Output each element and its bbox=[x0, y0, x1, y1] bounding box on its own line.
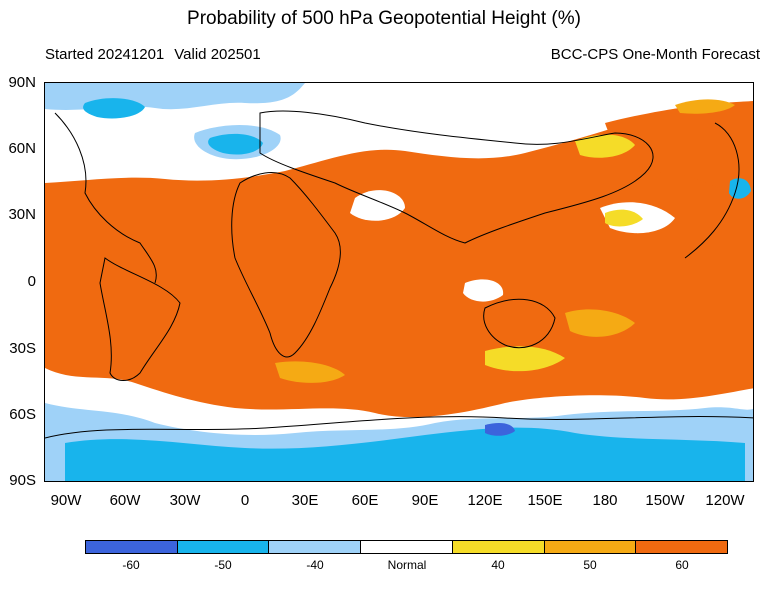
legend-label: -60 bbox=[122, 558, 140, 572]
region-amber-south-pacific bbox=[565, 309, 635, 337]
region-dark-blue-antarctic bbox=[485, 423, 515, 436]
legend-label: 40 bbox=[491, 558, 505, 572]
lat-tick-label: 60S bbox=[9, 406, 36, 423]
lon-tick-label: 90E bbox=[411, 492, 439, 509]
lat-tick-label: 90N bbox=[8, 74, 36, 91]
legend-swatch bbox=[636, 541, 728, 553]
region-blue-arctic bbox=[83, 98, 145, 119]
lat-tick-label: 90S bbox=[9, 472, 36, 489]
lon-tick-label: 60W bbox=[109, 492, 141, 509]
region-amber-north bbox=[675, 99, 735, 114]
probability-map bbox=[44, 82, 754, 482]
coastlines bbox=[45, 110, 753, 439]
legend-swatch bbox=[544, 541, 637, 553]
region-blue-south bbox=[65, 427, 745, 481]
region-blue-atlantic bbox=[208, 133, 263, 155]
lon-tick-label: 0 bbox=[240, 492, 250, 509]
started-date: Started 20241201 bbox=[45, 46, 165, 63]
lon-tick-label: 150W bbox=[645, 492, 685, 509]
lon-tick-label: 120W bbox=[705, 492, 745, 509]
legend-label: -40 bbox=[306, 558, 324, 572]
coast-western-north-america bbox=[684, 122, 740, 259]
lon-tick-label: 90W bbox=[50, 492, 82, 509]
legend-label: -50 bbox=[214, 558, 232, 572]
lat-tick-label: 60N bbox=[8, 140, 36, 157]
region-normal-north bbox=[45, 83, 753, 183]
legend-swatch bbox=[361, 541, 453, 553]
legend-label: 50 bbox=[583, 558, 597, 572]
coast-africa bbox=[231, 172, 341, 358]
lon-tick-label: 30W bbox=[169, 492, 201, 509]
legend-swatch bbox=[177, 541, 270, 553]
coast-eurasia bbox=[259, 110, 654, 244]
lon-tick-label: 60E bbox=[351, 492, 379, 509]
lat-tick-label: 30S bbox=[9, 340, 36, 357]
lon-tick-label: 150E bbox=[527, 492, 563, 509]
legend-label: 60 bbox=[675, 558, 689, 572]
region-normal-central-asia bbox=[350, 190, 405, 221]
legend-swatch bbox=[269, 541, 362, 553]
lon-tick-label: 120E bbox=[467, 492, 503, 509]
valid-date: Valid 202501 bbox=[174, 46, 261, 63]
map-title: Probability of 500 hPa Geopotential Heig… bbox=[187, 8, 581, 29]
region-amber-south-atlantic bbox=[275, 361, 345, 383]
lat-tick-label: 30N bbox=[8, 206, 36, 223]
coast-australia bbox=[483, 298, 556, 349]
lon-tick-label: 30E bbox=[291, 492, 319, 509]
region-yellow-pacific bbox=[605, 209, 643, 227]
region-normal-indian bbox=[463, 279, 504, 302]
coast-south-america bbox=[99, 257, 181, 381]
coast-antarctica bbox=[45, 416, 753, 439]
forecast-dates: Started 20241201 Valid 202501 bbox=[45, 46, 261, 63]
color-legend bbox=[85, 540, 728, 554]
legend-swatch bbox=[86, 541, 178, 553]
region-yellow-north bbox=[575, 134, 635, 158]
coast-north-america bbox=[54, 112, 157, 284]
legend-swatch bbox=[452, 541, 545, 553]
region-yellow-tasman bbox=[485, 346, 565, 372]
region-above-60-pacific bbox=[605, 101, 753, 203]
product-name: BCC-CPS One-Month Forecast bbox=[550, 46, 760, 63]
lat-tick-label: 0 bbox=[27, 273, 36, 290]
legend-label: Normal bbox=[387, 558, 427, 572]
map-canvas bbox=[45, 83, 753, 481]
lon-tick-label: 180 bbox=[592, 492, 618, 509]
